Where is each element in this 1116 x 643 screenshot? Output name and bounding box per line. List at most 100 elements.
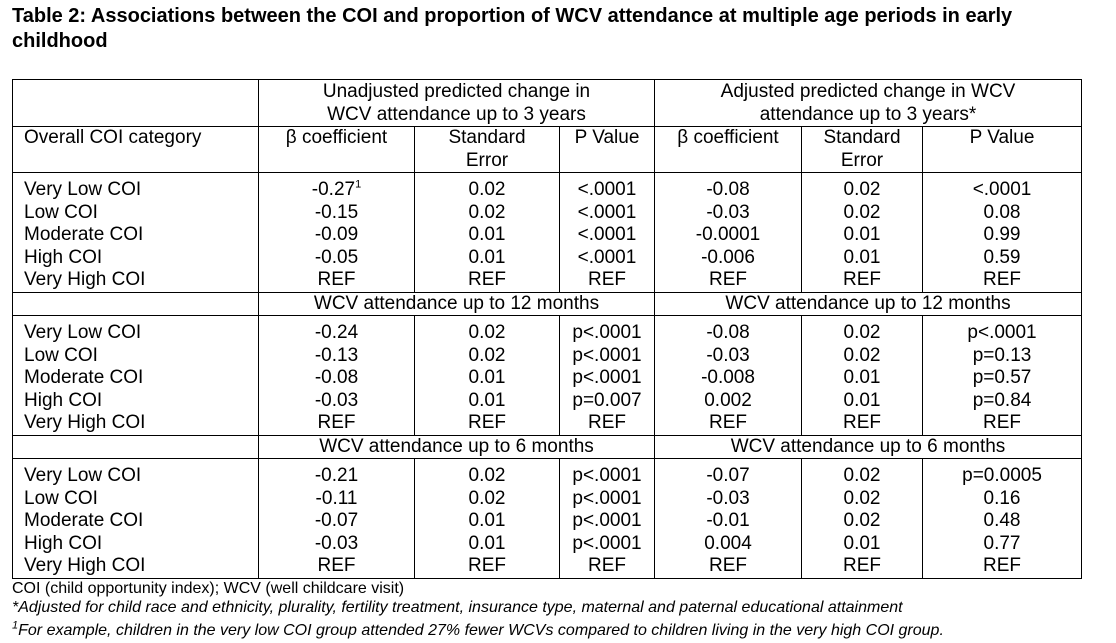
cell-beta-adjusted: -0.07 — [654, 465, 802, 488]
row-label: Very Low COI — [12, 465, 259, 488]
cell-beta-unadjusted: -0.15 — [258, 201, 415, 224]
cell-p-adjusted: p<.0001 — [921, 322, 1083, 345]
cell-se-unadjusted: 0.01 — [414, 389, 560, 412]
table-row: Low COI -0.15 0.02 <.0001 -0.03 0.02 0.08 — [12, 201, 1083, 224]
cell-p-unadjusted: p<.0001 — [559, 322, 655, 345]
col-header-beta-adj: β coefficient — [654, 126, 802, 173]
section-header-row: WCV attendance up to 6 months WCV attenda… — [12, 434, 1083, 459]
cell-beta-value: REF — [317, 269, 356, 290]
row-label: Moderate COI — [12, 224, 259, 247]
spacer-cell — [921, 458, 1083, 465]
cell-beta-adjusted: -0.03 — [654, 201, 802, 224]
row-label: Low COI — [12, 487, 259, 510]
cell-se-adjusted: 0.01 — [801, 389, 923, 412]
table-row: Low COI -0.13 0.02 p<.0001 -0.03 0.02 p=0.13 — [12, 344, 1083, 367]
col-header-p: P Value — [559, 126, 655, 173]
cell-se-adjusted: 0.02 — [801, 344, 923, 367]
cell-se-unadjusted: 0.02 — [414, 322, 560, 345]
row-label: Very High COI — [12, 412, 259, 435]
row-label: Very High COI — [12, 555, 259, 579]
cell-se-adjusted: REF — [801, 412, 923, 435]
cell-p-unadjusted: p<.0001 — [559, 510, 655, 533]
cell-beta-value: -0.21 — [314, 465, 359, 486]
footnote-example-marker: 1 — [12, 619, 19, 632]
cell-se-unadjusted: REF — [414, 555, 560, 579]
cell-beta-adjusted: REF — [654, 412, 802, 435]
cell-se-unadjusted: 0.02 — [414, 179, 560, 202]
cell-se-unadjusted: REF — [414, 269, 560, 292]
cell-p-unadjusted: <.0001 — [559, 246, 655, 269]
table-title: Table 2: Associations between the COI an… — [12, 5, 1013, 52]
cell-beta-unadjusted: -0.13 — [258, 344, 415, 367]
cell-se-adjusted: 0.01 — [801, 246, 923, 269]
cell-p-unadjusted: p<.0001 — [559, 367, 655, 390]
cell-se-unadjusted: 0.01 — [414, 367, 560, 390]
cell-se-unadjusted: 0.01 — [414, 246, 560, 269]
cell-beta-unadjusted: REF — [258, 269, 415, 292]
cell-se-unadjusted: 0.02 — [414, 465, 560, 488]
cell-se-adjusted: 0.01 — [801, 224, 923, 247]
col-header-se: Standard Error — [414, 126, 560, 173]
cell-beta-adjusted: 0.004 — [654, 532, 802, 555]
cell-se-unadjusted: 0.02 — [414, 201, 560, 224]
cell-p-adjusted: 0.99 — [921, 224, 1083, 247]
cell-beta-value: -0.03 — [314, 389, 359, 411]
cell-beta-value: -0.03 — [314, 532, 359, 554]
spacer-cell — [921, 172, 1083, 179]
cell-se-adjusted: 0.02 — [801, 510, 923, 533]
cell-se-adjusted: 0.02 — [801, 179, 923, 202]
row-label: High COI — [12, 246, 259, 269]
section-header-blank — [12, 434, 259, 459]
row-label: High COI — [12, 532, 259, 555]
section-heading-adjusted: WCV attendance up to 12 months — [653, 291, 1083, 316]
cell-p-adjusted: <.0001 — [921, 179, 1083, 202]
cell-p-unadjusted: <.0001 — [559, 179, 655, 202]
cell-se-adjusted: 0.01 — [801, 532, 923, 555]
cell-beta-unadjusted: -0.03 — [258, 532, 415, 555]
row-label: Low COI — [12, 201, 259, 224]
row-label-header: Overall COI category — [12, 126, 259, 173]
cell-beta-adjusted: -0.01 — [654, 510, 802, 533]
cell-beta-unadjusted: -0.05 — [258, 246, 415, 269]
footnote-abbreviations: COI (child opportunity index); WCV (well… — [12, 580, 405, 597]
cell-beta-value: -0.15 — [314, 201, 359, 223]
section-heading-unadjusted: WCV attendance up to 12 months — [258, 291, 655, 316]
cell-beta-adjusted: REF — [654, 269, 802, 292]
table-row: High COI -0.05 0.01 <.0001 -0.006 0.01 0.59 — [12, 246, 1083, 269]
table-row: Very High COI REF REF REF REF REF REF — [12, 555, 1083, 579]
cell-p-unadjusted: p=0.007 — [559, 389, 655, 412]
table-row: High COI -0.03 0.01 p=0.007 0.002 0.01 p=0.84 — [12, 389, 1083, 412]
cell-beta-adjusted: -0.08 — [654, 179, 802, 202]
cell-beta-value: -0.27 — [311, 179, 356, 200]
cell-beta-unadjusted: -0.24 — [258, 322, 415, 345]
cell-p-adjusted: p=0.13 — [921, 344, 1083, 367]
cell-beta-adjusted: -0.03 — [654, 344, 802, 367]
cell-se-adjusted: 0.02 — [801, 322, 923, 345]
table-row: Very Low COI -0.271 0.02 <.0001 -0.08 0.02 <.0… — [12, 179, 1083, 202]
col-header-beta: β coefficient — [258, 126, 415, 173]
table-row: High COI -0.03 0.01 p<.0001 0.004 0.01 0.77 — [12, 532, 1083, 555]
cell-beta-value: -0.07 — [314, 510, 359, 531]
cell-se-unadjusted: 0.01 — [414, 224, 560, 247]
cell-p-adjusted: p=0.0005 — [921, 465, 1083, 488]
cell-beta-unadjusted: REF — [258, 412, 415, 435]
cell-p-adjusted: 0.59 — [921, 246, 1083, 269]
row-label: Very Low COI — [12, 179, 259, 202]
table-row: Moderate COI -0.08 0.01 p<.0001 -0.008 0.01 p=… — [12, 367, 1083, 390]
cell-p-unadjusted: <.0001 — [559, 201, 655, 224]
footnote-example: 1For example, children in the very low C… — [12, 619, 944, 641]
cell-p-unadjusted: REF — [559, 555, 655, 579]
cell-beta-value: REF — [317, 412, 356, 433]
cell-p-unadjusted: p<.0001 — [559, 487, 655, 510]
cell-p-unadjusted: p<.0001 — [559, 465, 655, 488]
table-row: Low COI -0.11 0.02 p<.0001 -0.03 0.02 0.16 — [12, 487, 1083, 510]
row-label: Very High COI — [12, 269, 259, 292]
cell-p-adjusted: REF — [921, 555, 1083, 579]
cell-p-adjusted: p=0.57 — [921, 367, 1083, 390]
cell-se-unadjusted: 0.02 — [414, 487, 560, 510]
table-row: Very High COI REF REF REF REF REF REF — [12, 412, 1083, 435]
cell-beta-value: -0.05 — [314, 246, 359, 268]
spacer-cell — [921, 315, 1083, 322]
cell-se-adjusted: 0.02 — [801, 487, 923, 510]
table-row: Very Low COI -0.21 0.02 p<.0001 -0.07 0.02 p=0… — [12, 465, 1083, 488]
